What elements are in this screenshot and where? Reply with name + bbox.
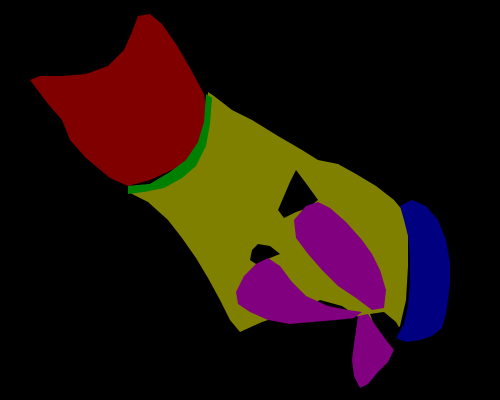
body-gap-right (370, 312, 404, 348)
segment-leg-front (294, 202, 386, 310)
body-gap-lower (250, 244, 280, 264)
segment-tail (396, 200, 450, 342)
segment-head (30, 14, 208, 186)
segment-collar (128, 94, 212, 194)
segment-leg-hind (236, 258, 362, 324)
segment-paw (352, 314, 394, 388)
